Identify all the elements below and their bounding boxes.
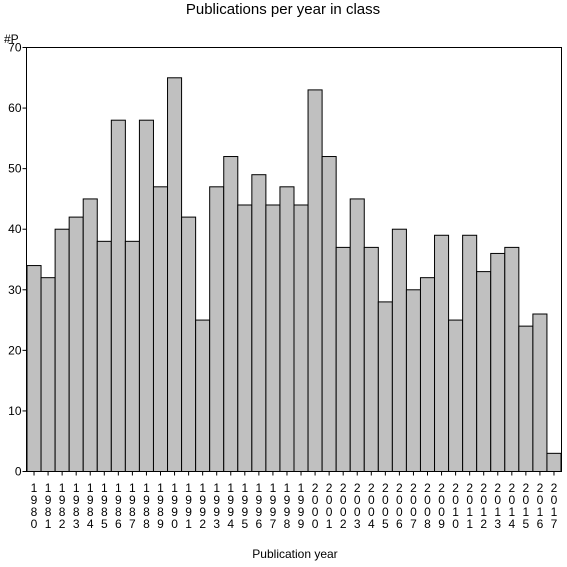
bar-1994 — [223, 156, 239, 472]
bar-1983 — [68, 216, 84, 472]
y-tick-label: 0 — [15, 465, 22, 479]
bar-2014 — [504, 246, 520, 472]
bar-2011 — [462, 234, 478, 472]
y-tick-label: 30 — [8, 283, 22, 297]
bar-1997 — [265, 204, 281, 473]
bar-1985 — [96, 240, 112, 472]
bar-1989 — [152, 186, 169, 472]
y-tick-label: 10 — [8, 404, 22, 418]
y-tick-label: 20 — [8, 343, 22, 357]
x-axis-ticks: 1 9 8 0 1 9 8 1 1 9 8 2 1 9 8 3 1 9 8 4 1 9 8 5 1 9 8 6 1 9 8 7 1 9 8 8 1 9 8 9… — [31, 471, 558, 531]
bar-2007 — [405, 289, 421, 473]
y-axis-label: #P — [4, 32, 19, 46]
bar-2009 — [434, 234, 450, 472]
chart-title: Publications per year in class — [186, 1, 380, 18]
bar-1987 — [124, 240, 140, 472]
bar-2013 — [490, 252, 506, 472]
bar-1998 — [279, 186, 295, 472]
y-tick-label: 50 — [8, 162, 22, 176]
bar-1982 — [54, 228, 70, 472]
bar-2004 — [363, 246, 379, 472]
bar-1991 — [181, 216, 197, 472]
bar-2001 — [321, 156, 337, 472]
bar-2008 — [419, 277, 436, 473]
bar-2006 — [391, 228, 407, 472]
bar-2017 — [546, 452, 562, 472]
bar-1988 — [138, 119, 154, 472]
bar-2010 — [448, 319, 464, 472]
bar-2005 — [377, 301, 393, 472]
y-tick-label: 70 — [8, 41, 22, 55]
bar-2015 — [518, 325, 534, 472]
bar-2012 — [476, 271, 492, 472]
bar-1993 — [209, 186, 225, 472]
x-axis-label: Publication year — [252, 547, 337, 561]
bar-1995 — [237, 204, 253, 473]
bar-1996 — [251, 174, 267, 472]
y-axis-ticks: 0 10 20 30 40 50 60 70 — [8, 41, 27, 479]
bar-2003 — [349, 198, 365, 472]
bar-1981 — [40, 277, 56, 473]
bar-1986 — [110, 119, 126, 472]
bar-2000 — [307, 89, 323, 473]
bar-2016 — [532, 313, 548, 473]
bar-1984 — [82, 198, 98, 472]
plot-frame — [26, 47, 562, 472]
bar-1990 — [167, 77, 183, 472]
bar-2002 — [335, 246, 351, 472]
bar-1999 — [293, 204, 309, 473]
bars-group — [26, 77, 562, 473]
bar-1980 — [26, 265, 42, 472]
y-tick-label: 40 — [8, 222, 22, 236]
bar-1992 — [195, 319, 211, 472]
y-tick-label: 60 — [8, 101, 22, 115]
